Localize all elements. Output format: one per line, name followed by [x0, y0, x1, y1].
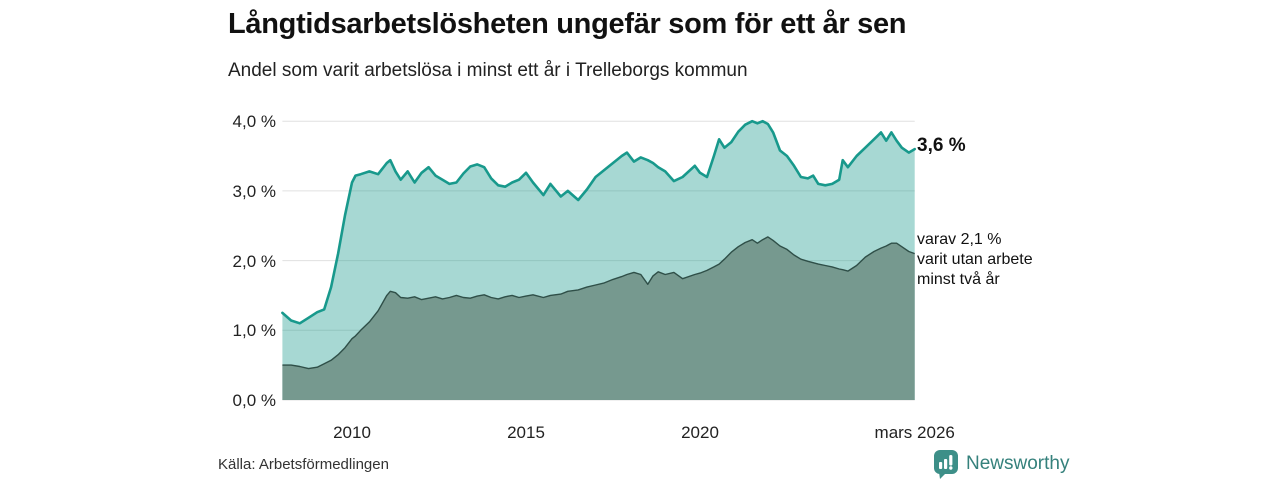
brand-logo: Newsworthy: [933, 449, 1069, 479]
two-year-label-line: minst två år: [917, 271, 1000, 288]
two-year-line: [282, 236, 915, 370]
two-year-value-label: varav 2,1 % varit utan arbete minst två år: [917, 230, 1067, 290]
two-year-label-line: varit utan arbete: [917, 251, 1033, 268]
source-note: Källa: Arbetsförmedlingen: [218, 456, 389, 473]
x-tick-label: 2015: [507, 423, 545, 442]
x-tick-label: 2010: [333, 423, 371, 442]
x-tick-label: mars 2026: [874, 423, 955, 442]
y-tick-label: 1,0 %: [232, 321, 276, 341]
latest-value-label: 3,6 %: [917, 135, 966, 156]
two-year-label-line: varav 2,1 %: [917, 231, 1002, 248]
y-tick-label: 3,0 %: [232, 181, 276, 201]
page-title: Långtidsarbetslösheten ungefär som för e…: [228, 8, 907, 40]
y-tick-label: 2,0 %: [232, 251, 276, 271]
y-tick-label: 4,0 %: [232, 112, 276, 132]
total-line: [281, 119, 916, 325]
two-year-area: [282, 236, 915, 400]
y-tick-label: 0,0 %: [232, 391, 276, 410]
chart-subtitle: Andel som varit arbetslösa i minst ett å…: [228, 60, 748, 81]
brand-wordmark: Newsworthy: [966, 453, 1070, 474]
newsworthy-icon: [934, 450, 958, 479]
x-tick-label: 2020: [681, 423, 719, 442]
